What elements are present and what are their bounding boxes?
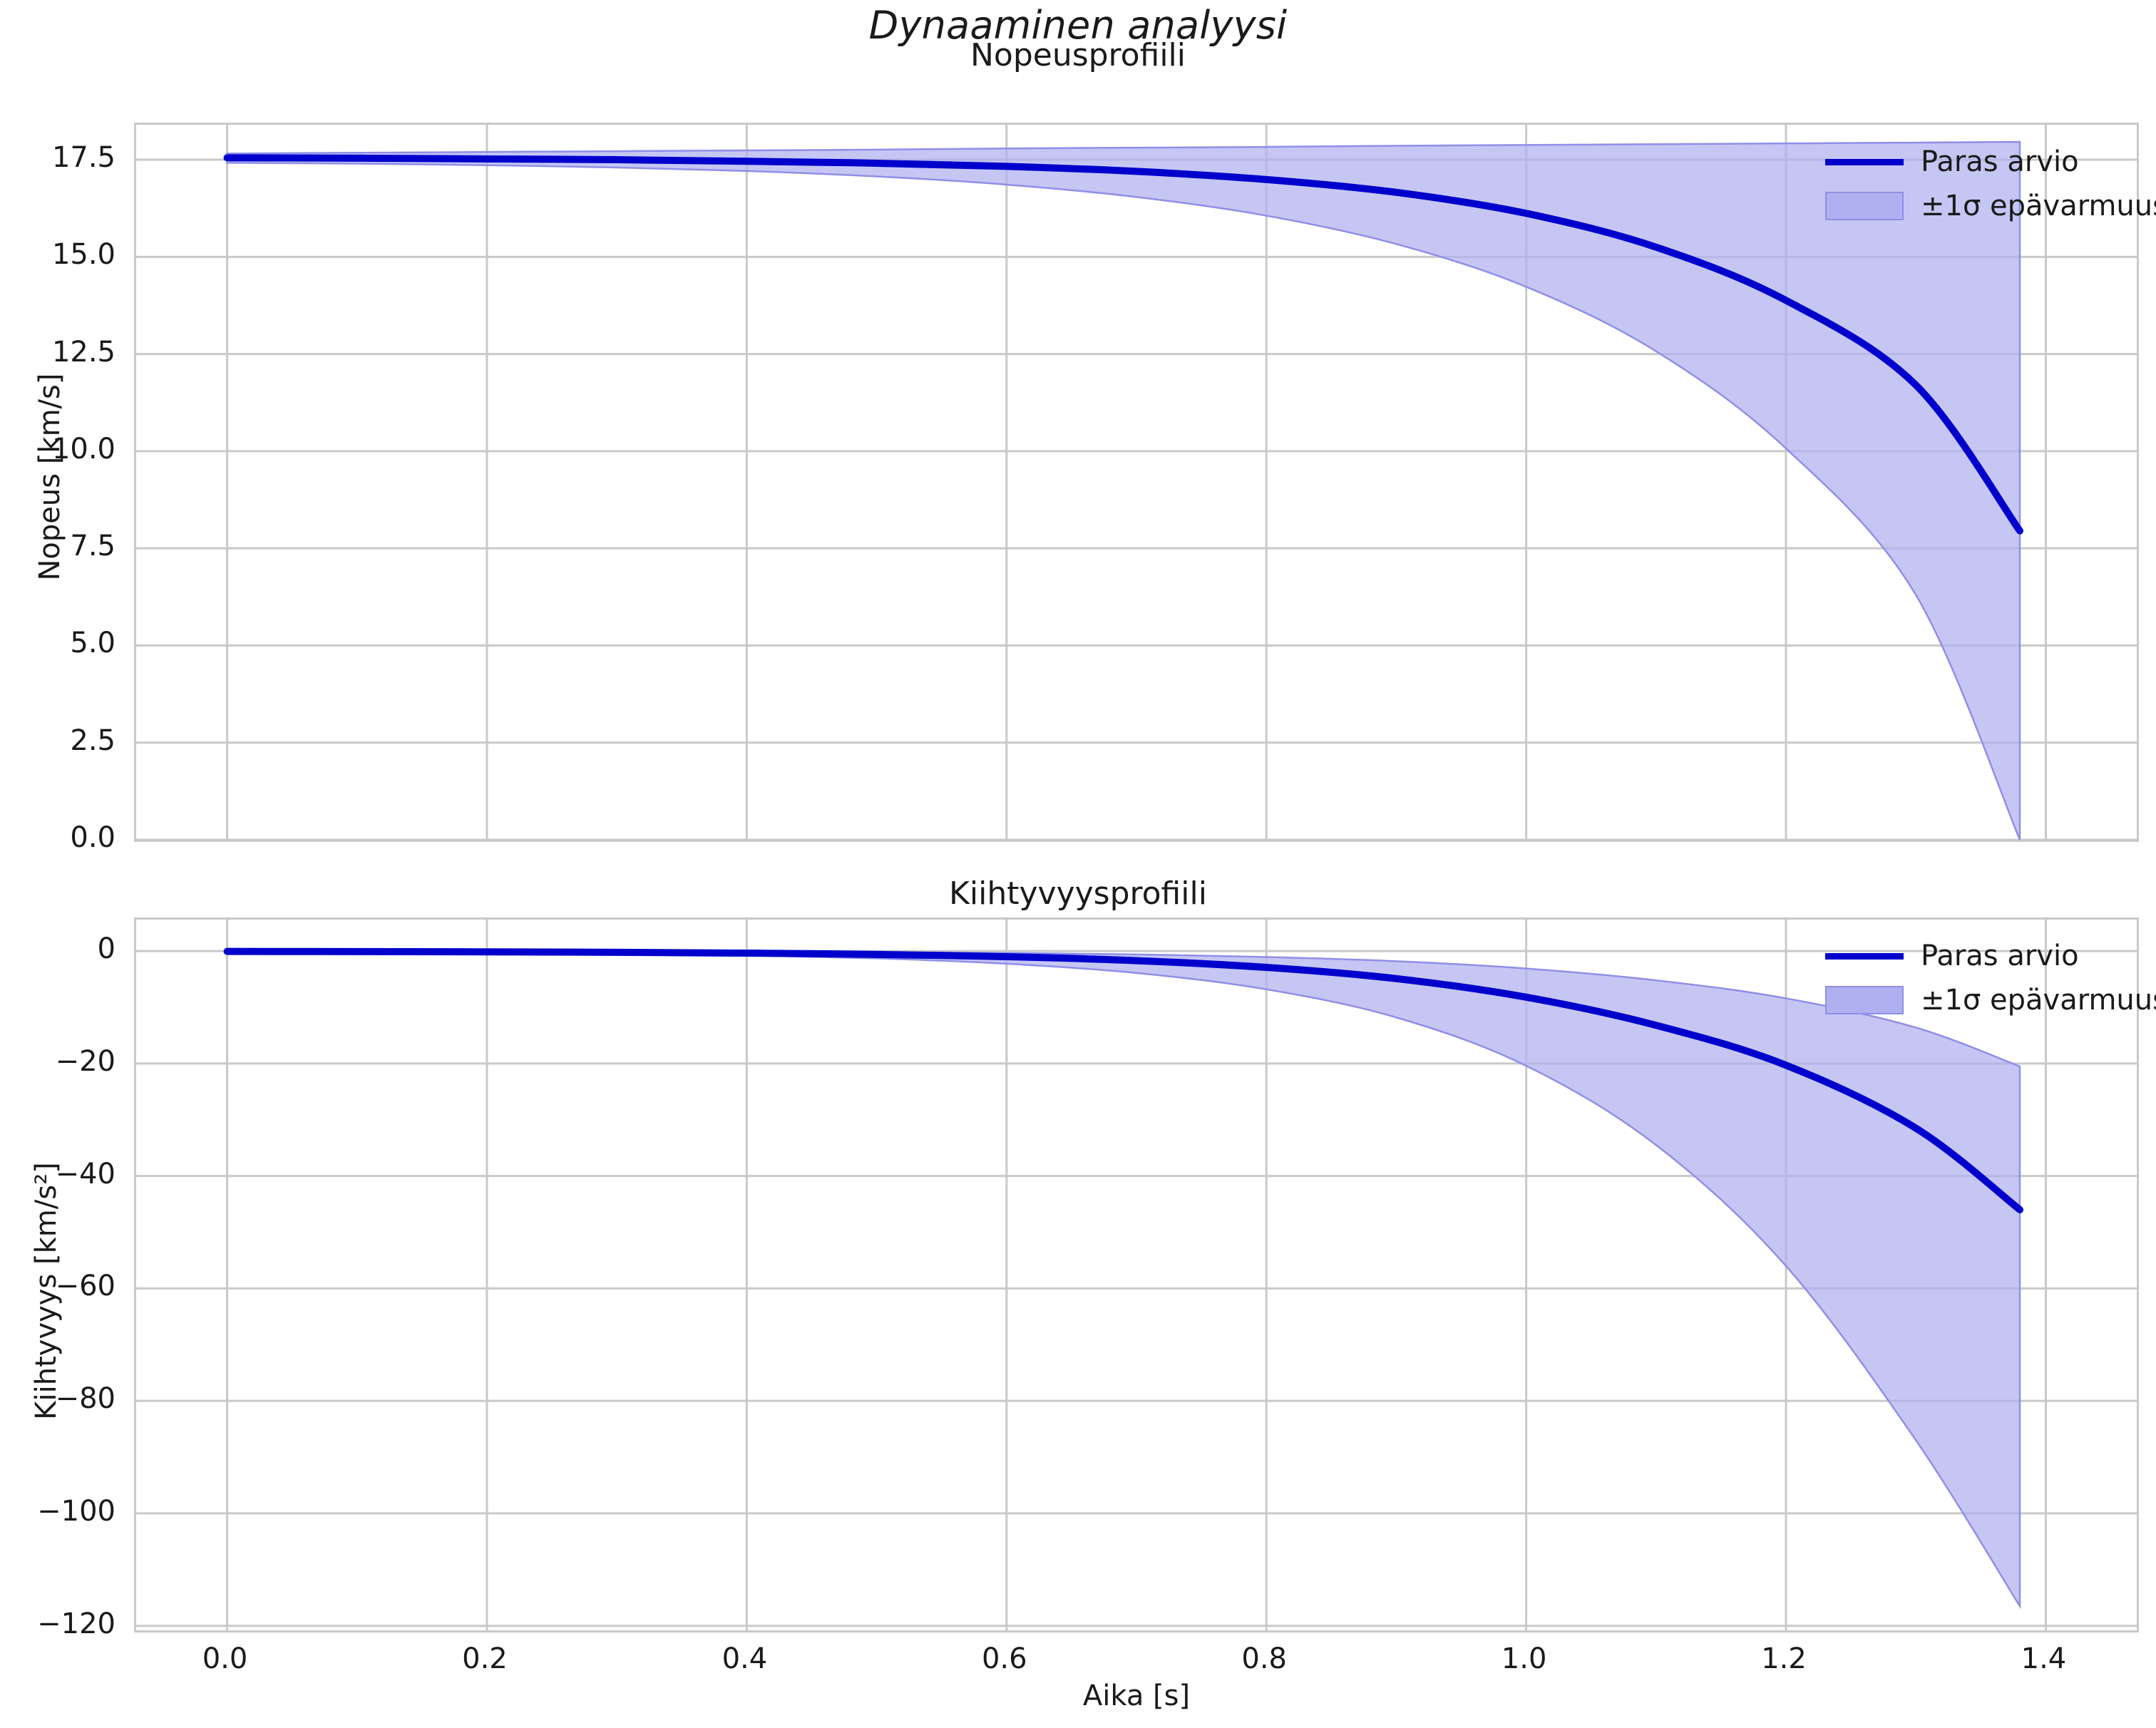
ytick-label: −20 xyxy=(55,1044,115,1078)
axes-acceleration xyxy=(134,917,2139,1632)
xtick-label: 0.8 xyxy=(1241,1642,1288,1675)
legend-row-line: Paras arvio xyxy=(1825,934,2156,978)
xtick-label: 0.4 xyxy=(722,1642,768,1675)
ytick-label: 10.0 xyxy=(51,432,115,466)
ytick-label: 17.5 xyxy=(51,141,115,175)
plot-area-acceleration xyxy=(136,920,2137,1630)
figure-suptitle: Dynaaminen analyysi xyxy=(868,3,1288,48)
xtick-label: 1.2 xyxy=(1761,1642,1807,1675)
legend-line-swatch-icon xyxy=(1825,952,1904,960)
legend-label-band: ±1σ epävarmuus xyxy=(1921,190,2156,222)
ytick-label: 7.5 xyxy=(70,530,115,563)
subplot-title-acceleration: Kiihtyvyysprofiili xyxy=(949,875,1207,912)
ytick-label: 0.0 xyxy=(70,821,115,854)
legend-velocity: Paras arvio ±1σ epävarmuus xyxy=(1825,140,2156,228)
ytick-label: −120 xyxy=(37,1607,115,1640)
xtick-label: 0.0 xyxy=(202,1642,248,1675)
xtick-label: 0.2 xyxy=(462,1642,508,1675)
legend-row-band: ±1σ epävarmuus xyxy=(1825,978,2156,1022)
yaxis-label-velocity: Nopeus [km/s] xyxy=(34,373,66,581)
ytick-label: −60 xyxy=(55,1270,115,1303)
uncertainty-band xyxy=(226,140,2021,840)
legend-label-band: ±1σ epävarmuus xyxy=(1921,984,2156,1017)
ytick-label: −40 xyxy=(55,1157,115,1190)
legend-label-line: Paras arvio xyxy=(1921,940,2079,972)
xtick-label: 1.0 xyxy=(1501,1642,1547,1675)
legend-row-band: ±1σ epävarmuus xyxy=(1825,184,2156,228)
ytick-label: 2.5 xyxy=(70,724,115,757)
gridlines xyxy=(136,125,2137,840)
xtick-label: 1.4 xyxy=(2021,1642,2067,1675)
legend-label-line: Paras arvio xyxy=(1921,145,2079,178)
ytick-label: 12.5 xyxy=(51,335,115,369)
legend-acceleration: Paras arvio ±1σ epävarmuus xyxy=(1825,934,2156,1022)
legend-row-line: Paras arvio xyxy=(1825,140,2156,184)
best-estimate-line xyxy=(223,947,2024,1213)
ytick-label: 0 xyxy=(97,932,115,966)
plot-area-velocity xyxy=(136,125,2137,840)
axes-velocity xyxy=(134,123,2139,842)
legend-band-swatch-icon xyxy=(1825,192,1904,220)
xtick-label: 0.6 xyxy=(981,1642,1027,1675)
legend-line-swatch-icon xyxy=(1825,158,1904,165)
best-estimate-line xyxy=(223,154,2024,535)
ytick-label: −100 xyxy=(37,1494,115,1528)
legend-band-swatch-icon xyxy=(1825,986,1904,1014)
ytick-label: 5.0 xyxy=(70,627,115,660)
ytick-label: 15.0 xyxy=(51,238,115,272)
ytick-label: −80 xyxy=(55,1382,115,1416)
subplot-title-velocity: Nopeusprofiili xyxy=(970,37,1186,73)
xaxis-label: Aika [s] xyxy=(1082,1680,1191,1712)
